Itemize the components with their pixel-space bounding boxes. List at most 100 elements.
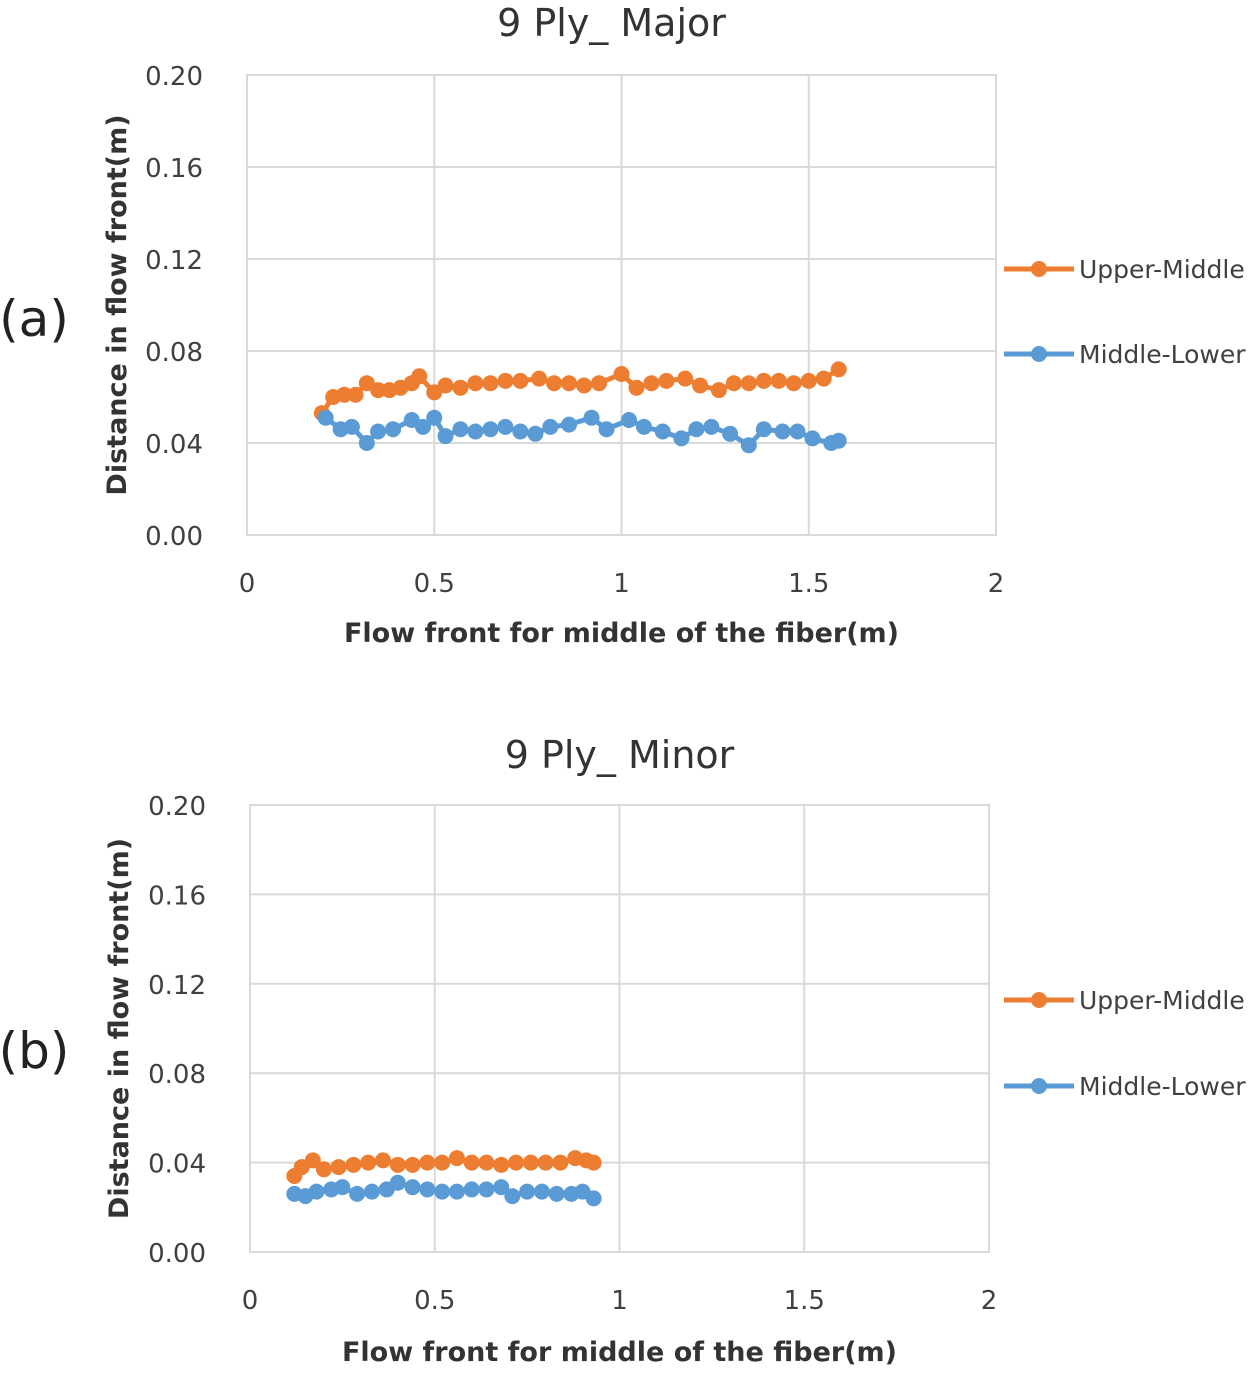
data-point bbox=[576, 377, 593, 394]
y-tick-label: 0.08 bbox=[148, 1060, 206, 1090]
y-tick-label: 0.16 bbox=[148, 881, 206, 911]
x-tick-label: 1.5 bbox=[784, 1286, 825, 1316]
data-point bbox=[512, 372, 529, 389]
data-point bbox=[452, 379, 469, 396]
x-tick-label: 2 bbox=[981, 1286, 998, 1316]
data-point bbox=[552, 1154, 569, 1171]
data-point bbox=[546, 375, 563, 392]
x-tick-label: 1 bbox=[613, 569, 630, 599]
legend-item: Upper-Middle bbox=[1004, 255, 1245, 284]
y-tick-label: 0.20 bbox=[145, 62, 203, 92]
x-tick-label: 0.5 bbox=[414, 1286, 455, 1316]
data-point bbox=[561, 375, 578, 392]
plot-area bbox=[246, 74, 997, 536]
data-point bbox=[478, 1154, 495, 1171]
data-point bbox=[411, 368, 428, 385]
legend-marker bbox=[1031, 992, 1047, 1008]
legend-label: Upper-Middle bbox=[1079, 986, 1245, 1015]
data-point bbox=[370, 382, 387, 399]
x-tick-label: 1 bbox=[611, 1286, 628, 1316]
data-point bbox=[304, 1152, 321, 1169]
data-point bbox=[448, 1150, 465, 1167]
data-point bbox=[774, 423, 791, 440]
legend-label: Upper-Middle bbox=[1079, 255, 1245, 284]
data-point bbox=[415, 418, 432, 435]
data-point bbox=[467, 423, 484, 440]
data-point bbox=[785, 375, 802, 392]
data-point bbox=[345, 1156, 362, 1173]
data-point bbox=[522, 1154, 539, 1171]
series-upper-middle bbox=[313, 361, 847, 422]
data-point bbox=[434, 1183, 451, 1200]
data-point bbox=[585, 1190, 602, 1207]
data-point bbox=[404, 1156, 421, 1173]
data-point bbox=[358, 435, 375, 451]
legend-item: Middle-Lower bbox=[1004, 1072, 1246, 1101]
data-point bbox=[389, 1156, 406, 1173]
y-tick-label: 0.08 bbox=[145, 338, 203, 368]
chart-panel-b: 0.00 0.04 0.08 0.12 0.16 0.20 0 0.5 1 1.5 2 9 Ply_ … bbox=[0, 733, 1246, 1368]
data-point bbox=[493, 1156, 510, 1173]
data-point bbox=[349, 1185, 366, 1202]
y-tick-label: 0.16 bbox=[145, 154, 203, 184]
y-tick-label: 0.12 bbox=[148, 971, 206, 1001]
data-point bbox=[800, 372, 817, 389]
data-point bbox=[643, 375, 660, 392]
data-point bbox=[561, 416, 578, 433]
data-point bbox=[740, 437, 757, 454]
data-point bbox=[504, 1188, 521, 1205]
data-point bbox=[654, 423, 671, 440]
data-point bbox=[512, 423, 529, 440]
data-point bbox=[725, 375, 742, 392]
data-point bbox=[467, 375, 484, 392]
data-point bbox=[437, 428, 454, 445]
data-point bbox=[360, 1154, 377, 1171]
data-point bbox=[448, 1183, 465, 1200]
y-tick-label: 0.00 bbox=[145, 522, 203, 552]
data-point bbox=[677, 370, 694, 387]
data-point bbox=[363, 1183, 380, 1200]
data-point bbox=[478, 1181, 495, 1198]
data-point bbox=[531, 370, 548, 387]
y-tick-label: 0.20 bbox=[148, 792, 206, 822]
x-tick-label: 0.5 bbox=[414, 569, 455, 599]
x-tick-label: 1.5 bbox=[788, 569, 829, 599]
chart-title: 9 Ply_ Minor bbox=[505, 733, 735, 777]
data-point bbox=[628, 379, 645, 396]
x-tick-label: 2 bbox=[988, 569, 1005, 599]
data-point bbox=[533, 1183, 550, 1200]
series-middle-lower bbox=[286, 1174, 602, 1207]
data-point bbox=[537, 1154, 554, 1171]
y-axis-label: Distance in flow front(m) bbox=[102, 114, 133, 495]
data-point bbox=[419, 1181, 436, 1198]
data-point bbox=[755, 421, 772, 438]
data-point bbox=[452, 421, 469, 438]
data-point bbox=[347, 386, 364, 403]
data-point bbox=[336, 386, 353, 403]
panel-label: (b) bbox=[0, 1022, 69, 1080]
data-point bbox=[703, 418, 720, 435]
data-point bbox=[830, 432, 847, 449]
data-point bbox=[527, 425, 544, 442]
series-line bbox=[324, 413, 840, 449]
y-tick-label: 0.04 bbox=[145, 430, 203, 460]
x-axis-label: Flow front for middle of the fiber(m) bbox=[342, 1337, 897, 1368]
data-point bbox=[688, 421, 705, 438]
data-point bbox=[658, 372, 675, 389]
legend-label: Middle-Lower bbox=[1079, 340, 1246, 369]
series-upper-middle bbox=[286, 1150, 602, 1185]
legend-marker bbox=[1031, 1078, 1047, 1094]
data-point bbox=[385, 421, 402, 438]
x-tick-label: 0 bbox=[239, 569, 256, 599]
x-tick-label: 0 bbox=[242, 1286, 259, 1316]
data-point bbox=[710, 382, 727, 399]
data-point bbox=[620, 412, 637, 428]
data-point bbox=[334, 1179, 351, 1196]
legend-marker bbox=[1031, 261, 1047, 277]
data-point bbox=[542, 418, 559, 435]
data-point bbox=[330, 1159, 347, 1176]
y-tick-label: 0.12 bbox=[145, 246, 203, 276]
panel-label: (a) bbox=[0, 290, 69, 348]
data-point bbox=[789, 423, 806, 440]
